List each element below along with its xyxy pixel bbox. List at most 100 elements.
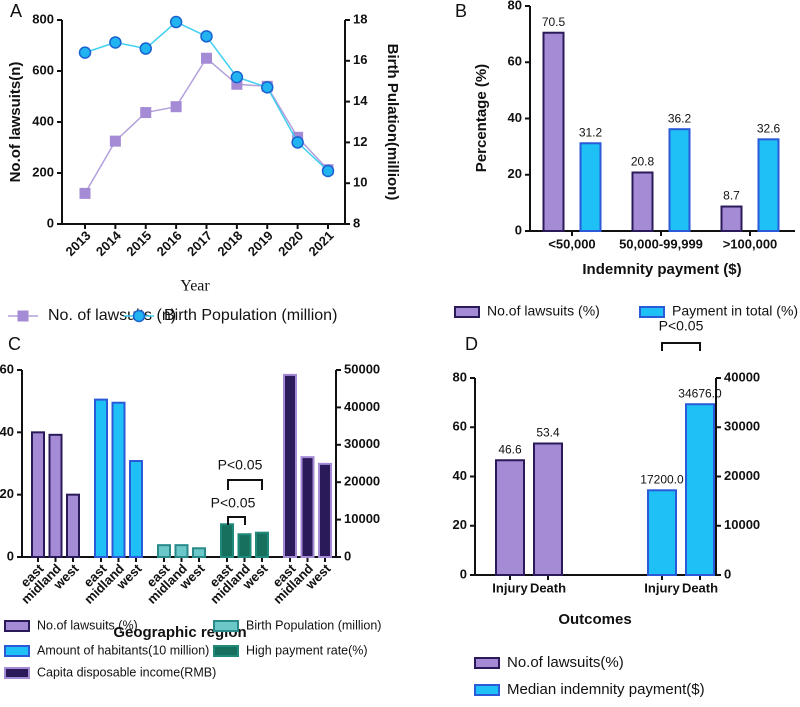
panel-letter: B	[455, 1, 467, 21]
series-line	[84, 57, 329, 194]
y-tick-label: 40	[0, 424, 14, 439]
x-tick-label: >100,000	[723, 236, 778, 251]
value-label: 46.6	[498, 442, 522, 456]
bar	[31, 431, 45, 559]
x-tick-label: 2019	[245, 228, 276, 259]
point	[140, 107, 152, 119]
x-axis-label: Year	[180, 278, 210, 295]
point	[201, 52, 212, 64]
value-label: 32.6	[757, 121, 781, 135]
value-label: 31.2	[579, 125, 603, 139]
bar	[283, 373, 297, 558]
x-axis-label: Indemnity payment ($)	[582, 261, 741, 278]
panel-letter: D	[465, 334, 478, 354]
bar	[111, 401, 126, 558]
legend-swatch	[454, 306, 480, 318]
x-tick-label: 50,000-99,999	[619, 236, 703, 251]
legend-label: No.of lawsuits(%)	[507, 654, 624, 671]
x-tick-label: Death	[530, 580, 566, 595]
legend-swatch	[4, 645, 30, 657]
value-label: 20.8	[631, 155, 655, 169]
x-tick-label: 2017	[184, 228, 215, 259]
legend-swatch	[639, 306, 665, 318]
legend-swatch	[4, 620, 30, 632]
y2-tick-label: 0	[344, 548, 351, 563]
point	[78, 46, 92, 59]
point	[169, 15, 183, 29]
y-tick-label: 0	[47, 215, 54, 230]
bar	[495, 459, 525, 576]
x-tick-label: Injury	[644, 580, 680, 595]
series-line	[84, 21, 329, 172]
y2-tick-label: 8	[353, 215, 360, 230]
annotation: P<0.05	[218, 457, 263, 473]
significance-bracket	[227, 479, 263, 490]
legend-label: Capita disposable income(RMB)	[37, 665, 216, 679]
y-tick-label: 60	[0, 361, 14, 376]
y-axis-label: Percentage (%)	[473, 64, 490, 172]
y-tick-label: 0	[515, 222, 522, 237]
legend-swatch	[213, 620, 239, 632]
x-tick-label: Death	[682, 580, 718, 595]
x-tick-label: 2016	[154, 228, 185, 259]
y-tick-label: 80	[508, 0, 522, 12]
point	[291, 136, 304, 149]
bar	[631, 171, 654, 232]
bar	[300, 456, 315, 558]
point	[261, 81, 274, 94]
y-tick-label: 0	[7, 548, 14, 563]
legend-label: Birth Population (million)	[164, 307, 337, 324]
y2-tick-label: 10000	[724, 517, 760, 532]
legend-swatch	[474, 684, 500, 696]
x-tick-label: 2021	[305, 228, 336, 259]
bar	[579, 142, 602, 232]
y-tick-label: 60	[508, 54, 522, 69]
point	[170, 101, 182, 113]
legend-label: Birth Population (million)	[246, 618, 381, 632]
y2-tick-label: 10000	[344, 511, 380, 526]
point	[109, 135, 121, 147]
y2-tick-label: 40000	[724, 369, 760, 384]
value-label: 36.2	[668, 111, 692, 125]
legend-label: Amount of habitants(10 million)	[37, 643, 209, 657]
y-tick-label: 800	[32, 11, 54, 26]
y-tick-label: 400	[32, 113, 54, 128]
x-tick-label: 2013	[62, 228, 93, 259]
y2-tick-label: 20000	[344, 474, 380, 489]
y2-tick-label: 14	[353, 93, 368, 108]
bar	[542, 31, 565, 232]
x-tick-label: Injury	[492, 580, 528, 595]
panel-letter: C	[8, 334, 21, 354]
bar	[647, 489, 677, 577]
legend-label: Median indemnity payment($)	[507, 681, 705, 698]
y2-tick-label: 50000	[344, 361, 380, 376]
point	[132, 309, 146, 323]
y-tick-label: 600	[32, 62, 54, 77]
y2-tick-label: 0	[724, 566, 731, 581]
point	[109, 36, 122, 49]
bar	[318, 462, 332, 558]
annotation: P<0.05	[211, 495, 256, 511]
point	[200, 30, 213, 43]
y-tick-label: 40	[453, 468, 467, 483]
bar	[720, 205, 743, 232]
bar	[255, 531, 269, 559]
annotation: P<0.05	[659, 318, 704, 334]
value-label: 53.4	[536, 426, 560, 440]
bar	[66, 493, 80, 558]
bar	[48, 433, 63, 558]
x-axis-label: Outcomes	[558, 611, 631, 628]
y-axis-label: No.of lawsuits(n)	[7, 62, 24, 183]
legend-swatch	[4, 667, 30, 679]
bar	[192, 547, 206, 558]
bar	[94, 398, 108, 558]
bar	[220, 523, 234, 559]
y2-tick-label: 12	[353, 134, 367, 149]
y-tick-label: 20	[453, 517, 467, 532]
legend-label: No. of lawsuits (n)	[48, 307, 176, 324]
significance-bracket	[661, 342, 701, 351]
y2-tick-label: 30000	[344, 436, 380, 451]
legend-label: No.of lawsuits (%)	[37, 618, 138, 632]
y-tick-label: 20	[508, 166, 522, 181]
